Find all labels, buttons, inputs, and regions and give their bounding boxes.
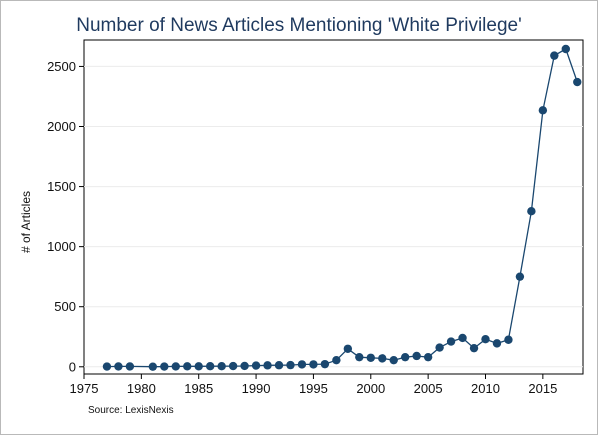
y-tick-label: 500 xyxy=(54,299,76,314)
data-point xyxy=(263,361,272,370)
y-tick-label: 1000 xyxy=(47,239,76,254)
data-point xyxy=(446,337,456,346)
data-point xyxy=(412,351,421,361)
x-tick-label: 1990 xyxy=(242,381,271,396)
y-tick-label: 0 xyxy=(69,359,76,374)
data-point xyxy=(355,352,364,362)
y-tick-label: 2500 xyxy=(47,59,76,74)
data-point xyxy=(194,362,203,371)
data-point xyxy=(481,334,490,344)
data-point xyxy=(366,353,375,362)
chart-title: Number of News Articles Mentioning 'Whit… xyxy=(76,15,522,36)
data-point xyxy=(492,339,502,348)
x-tick-label: 2015 xyxy=(528,381,557,396)
data-point xyxy=(114,362,123,371)
data-point xyxy=(400,352,410,362)
data-point xyxy=(527,207,536,216)
data-point xyxy=(561,44,570,54)
data-point xyxy=(423,352,433,362)
data-point xyxy=(458,333,467,343)
data-point xyxy=(251,361,261,370)
data-point xyxy=(274,361,284,370)
x-tick-label: 1975 xyxy=(70,381,99,396)
data-point xyxy=(205,361,215,371)
data-point xyxy=(160,362,169,371)
data-point xyxy=(469,343,479,353)
x-tick-label: 1985 xyxy=(184,381,213,396)
x-tick-label: 2000 xyxy=(356,381,385,396)
y-tick-label: 2000 xyxy=(47,119,76,134)
data-point xyxy=(148,362,158,371)
plot-area xyxy=(83,39,584,375)
y-axis-title: # of Articles xyxy=(19,191,33,253)
x-tick-label: 2010 xyxy=(471,381,500,396)
data-point xyxy=(228,361,238,371)
data-point xyxy=(332,355,341,365)
data-point xyxy=(515,272,525,281)
data-point xyxy=(504,335,513,344)
x-tick-label: 1980 xyxy=(127,381,156,396)
x-tick-label: 1995 xyxy=(299,381,328,396)
data-point xyxy=(171,362,180,371)
x-tick-label: 2005 xyxy=(414,381,443,396)
y-tick-label: 1500 xyxy=(47,179,76,194)
data-point xyxy=(125,362,135,371)
data-point xyxy=(389,355,398,365)
data-point xyxy=(297,360,307,369)
data-point xyxy=(435,343,444,352)
data-point xyxy=(102,362,112,371)
data-point xyxy=(286,360,295,370)
data-point xyxy=(378,354,387,363)
data-point xyxy=(538,106,548,115)
data-point xyxy=(183,362,192,371)
data-point xyxy=(309,360,318,369)
data-point xyxy=(240,361,249,371)
source-note: Source: LexisNexis xyxy=(88,405,174,416)
data-point xyxy=(217,361,226,371)
data-point xyxy=(550,51,559,60)
data-point xyxy=(320,359,330,369)
data-point xyxy=(343,344,353,353)
data-point xyxy=(573,77,582,87)
